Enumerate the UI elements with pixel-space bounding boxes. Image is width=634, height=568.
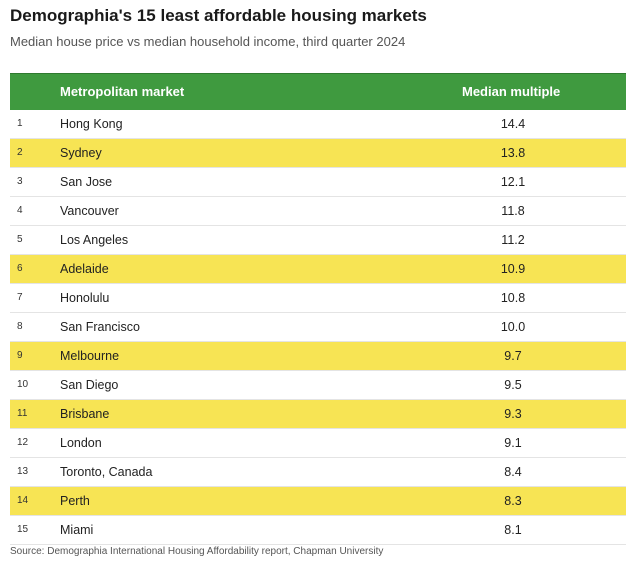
table-header: Metropolitan market Median multiple bbox=[10, 73, 626, 110]
row-median-multiple: 8.1 bbox=[504, 523, 522, 537]
row-market: Toronto, Canada bbox=[60, 465, 153, 479]
row-rank: 12 bbox=[17, 437, 29, 448]
table-row: 5 Los Angeles 11.2 bbox=[10, 226, 626, 255]
row-market: Hong Kong bbox=[60, 117, 123, 131]
row-median-multiple: 11.2 bbox=[501, 233, 525, 247]
data-table: Metropolitan market Median multiple 1 Hon… bbox=[10, 73, 626, 545]
row-rank: 15 bbox=[17, 524, 29, 535]
row-rank: 3 bbox=[17, 176, 23, 187]
row-rank: 9 bbox=[17, 350, 23, 361]
row-rank: 11 bbox=[17, 408, 28, 419]
row-median-multiple: 10.9 bbox=[500, 262, 526, 276]
row-market: Adelaide bbox=[60, 262, 109, 276]
row-rank: 14 bbox=[17, 495, 29, 506]
table-row: 13 Toronto, Canada 8.4 bbox=[10, 458, 626, 487]
row-market: Perth bbox=[60, 494, 90, 508]
row-rank: 13 bbox=[17, 466, 29, 477]
table-row: 1 Hong Kong 14.4 bbox=[10, 110, 626, 139]
row-market: Brisbane bbox=[60, 407, 110, 421]
row-market: San Diego bbox=[60, 378, 119, 392]
table-row: 6 Adelaide 10.9 bbox=[10, 255, 626, 284]
header-market: Metropolitan market bbox=[60, 84, 185, 99]
source-note: Source: Demographia International Housin… bbox=[10, 546, 384, 557]
row-market: Vancouver bbox=[60, 204, 119, 218]
row-median-multiple: 10.8 bbox=[500, 291, 526, 305]
row-median-multiple: 9.7 bbox=[504, 349, 522, 363]
row-market: Los Angeles bbox=[60, 233, 129, 247]
header-median-multiple: Median multiple bbox=[462, 84, 561, 99]
chart-subtitle: Median house price vs median household i… bbox=[10, 34, 406, 49]
row-market: Miami bbox=[60, 523, 94, 537]
row-median-multiple: 10.0 bbox=[500, 320, 526, 334]
row-market: Melbourne bbox=[60, 349, 120, 363]
row-rank: 5 bbox=[17, 234, 23, 245]
table-row: 7 Honolulu 10.8 bbox=[10, 284, 626, 313]
table-row: 3 San Jose 12.1 bbox=[10, 168, 626, 197]
row-rank: 8 bbox=[17, 321, 23, 332]
chart-title: Demographia's 15 least affordable housin… bbox=[10, 6, 427, 25]
table-row: 4 Vancouver 11.8 bbox=[10, 197, 626, 226]
table-row: 8 San Francisco 10.0 bbox=[10, 313, 626, 342]
row-median-multiple: 14.4 bbox=[500, 117, 526, 131]
row-median-multiple: 13.8 bbox=[500, 146, 526, 160]
row-rank: 6 bbox=[17, 263, 23, 274]
table-row: 14 Perth 8.3 bbox=[10, 487, 626, 516]
row-market: Honolulu bbox=[60, 291, 110, 305]
row-median-multiple: 8.4 bbox=[504, 465, 522, 479]
table-row: 9 Melbourne 9.7 bbox=[10, 342, 626, 371]
row-market: London bbox=[60, 436, 102, 450]
row-median-multiple: 8.3 bbox=[504, 494, 522, 508]
table-body: 1 Hong Kong 14.4 2 Sydney 13.8 3 San Jose 12.1 4 V… bbox=[10, 110, 626, 545]
row-market: Sydney bbox=[60, 146, 102, 160]
table-row: 10 San Diego 9.5 bbox=[10, 371, 626, 400]
row-rank: 10 bbox=[17, 379, 29, 390]
row-median-multiple: 11.8 bbox=[501, 204, 525, 218]
row-rank: 2 bbox=[17, 147, 23, 158]
table-row: 15 Miami 8.1 bbox=[10, 516, 626, 545]
row-rank: 1 bbox=[17, 118, 23, 129]
row-median-multiple: 9.5 bbox=[504, 378, 522, 392]
row-market: San Francisco bbox=[60, 320, 140, 334]
row-median-multiple: 9.1 bbox=[504, 436, 522, 450]
table-row: 12 London 9.1 bbox=[10, 429, 626, 458]
row-median-multiple: 12.1 bbox=[500, 175, 526, 189]
row-rank: 4 bbox=[17, 205, 23, 216]
row-rank: 7 bbox=[17, 292, 23, 303]
row-market: San Jose bbox=[60, 175, 113, 189]
table-row: 11 Brisbane 9.3 bbox=[10, 400, 626, 429]
row-median-multiple: 9.3 bbox=[504, 407, 522, 421]
table-row: 2 Sydney 13.8 bbox=[10, 139, 626, 168]
